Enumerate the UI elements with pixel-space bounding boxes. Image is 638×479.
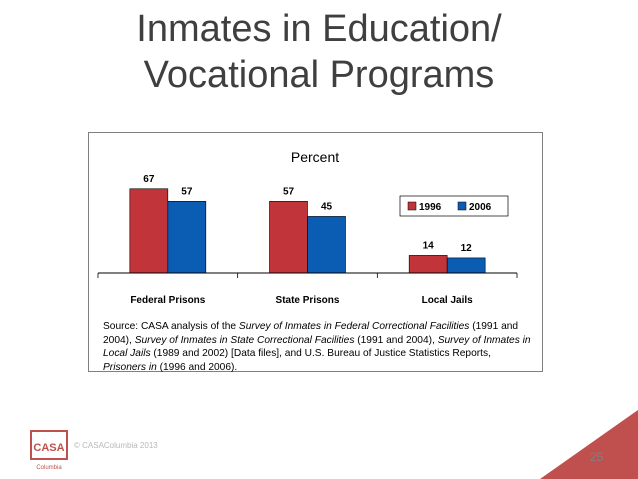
legend-swatch-2006	[457, 201, 467, 211]
source-title-jails: Survey of Inmates in Local Jails	[103, 334, 531, 360]
casa-logo: CASA Columbia	[30, 430, 68, 471]
category-label-state-prisons: State Prisons	[276, 295, 340, 306]
data-label-federal-prisons-2006: 57	[181, 186, 193, 197]
source-title-state: Survey of Inmates in State Correctional …	[134, 334, 355, 346]
bar-state-prisons-1996	[269, 201, 308, 274]
page-number: 25	[590, 450, 604, 464]
data-label-federal-prisons-1996: 67	[143, 174, 155, 185]
source-text-5: (1996 and 2006).	[156, 361, 238, 373]
data-label-state-prisons-2006: 45	[321, 201, 333, 212]
source-text-3: (1991 and 2004),	[354, 334, 438, 346]
slide-title-line-2: Vocational Programs	[143, 54, 495, 96]
slide-title: Inmates in Education/ Vocational Program…	[0, 6, 638, 98]
source-text-4: (1989 and 2002) [Data files], and U.S. B…	[150, 348, 491, 359]
data-label-local-jails-2006: 12	[461, 243, 473, 254]
category-label-federal-prisons: Federal Prisons	[130, 295, 205, 306]
source-title-federal: Survey of Inmates in Federal Correctiona…	[238, 321, 470, 332]
legend-swatch-1996	[407, 201, 417, 211]
corner-triangle	[540, 410, 638, 479]
category-label-local-jails: Local Jails	[422, 295, 474, 306]
chart-panel: Percent 67 57 Federal Prisons 57 45 State Pris…	[88, 132, 543, 374]
source-text-1: Source: CASA analysis of the	[103, 321, 239, 332]
bar-state-prisons-2006	[307, 216, 346, 274]
bar-chart: Percent 67 57 Federal Prisons 57 45 State Pris…	[97, 149, 518, 306]
bar-federal-prisons-1996	[129, 188, 169, 274]
slide-title-line-1: Inmates in Education/	[136, 8, 502, 50]
legend-label-1996: 1996	[419, 202, 442, 213]
bar-federal-prisons-2006	[167, 201, 207, 274]
logo-subtext: Columbia	[36, 465, 62, 471]
logo-text: CASA	[33, 442, 64, 454]
legend-box	[399, 195, 509, 217]
source-note: Source: CASA analysis of the Survey of I…	[103, 320, 533, 374]
data-label-state-prisons-1996: 57	[283, 186, 295, 197]
copyright-text: © CASAColumbia 2013	[74, 441, 158, 450]
data-label-local-jails-1996: 14	[423, 240, 435, 251]
legend-label-2006: 2006	[469, 202, 492, 213]
source-title-prisoners: Prisoners in	[103, 361, 157, 373]
source-text-2: (1991 and 2004),	[103, 321, 519, 346]
chart-title: Percent	[291, 149, 339, 165]
